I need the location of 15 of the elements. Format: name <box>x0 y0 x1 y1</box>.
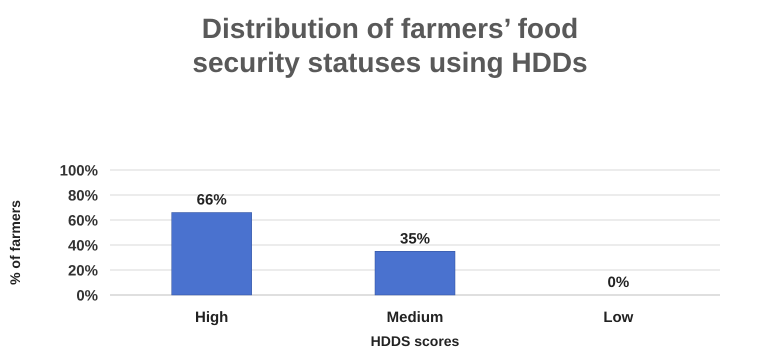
chart-title: Distribution of farmers’ food security statuses using HDDs <box>192 13 588 78</box>
y-axis-title: % of farmers <box>7 200 23 285</box>
x-tick-label: Low <box>603 309 634 326</box>
y-tick-label: 0% <box>76 287 98 304</box>
y-tick-label: 20% <box>68 262 98 280</box>
y-tick-label: 80% <box>68 187 98 204</box>
x-tick-label: High <box>195 309 228 326</box>
x-axis-title: HDDS scores <box>370 333 460 349</box>
y-tick-label: 60% <box>68 212 98 230</box>
data-label: 66% <box>196 192 227 208</box>
y-tick-label: 100% <box>60 162 98 180</box>
data-label: 35% <box>400 230 430 248</box>
y-tick-label: 40% <box>68 237 98 254</box>
data-label: 0% <box>607 274 630 291</box>
x-tick-label: Medium <box>386 309 444 326</box>
